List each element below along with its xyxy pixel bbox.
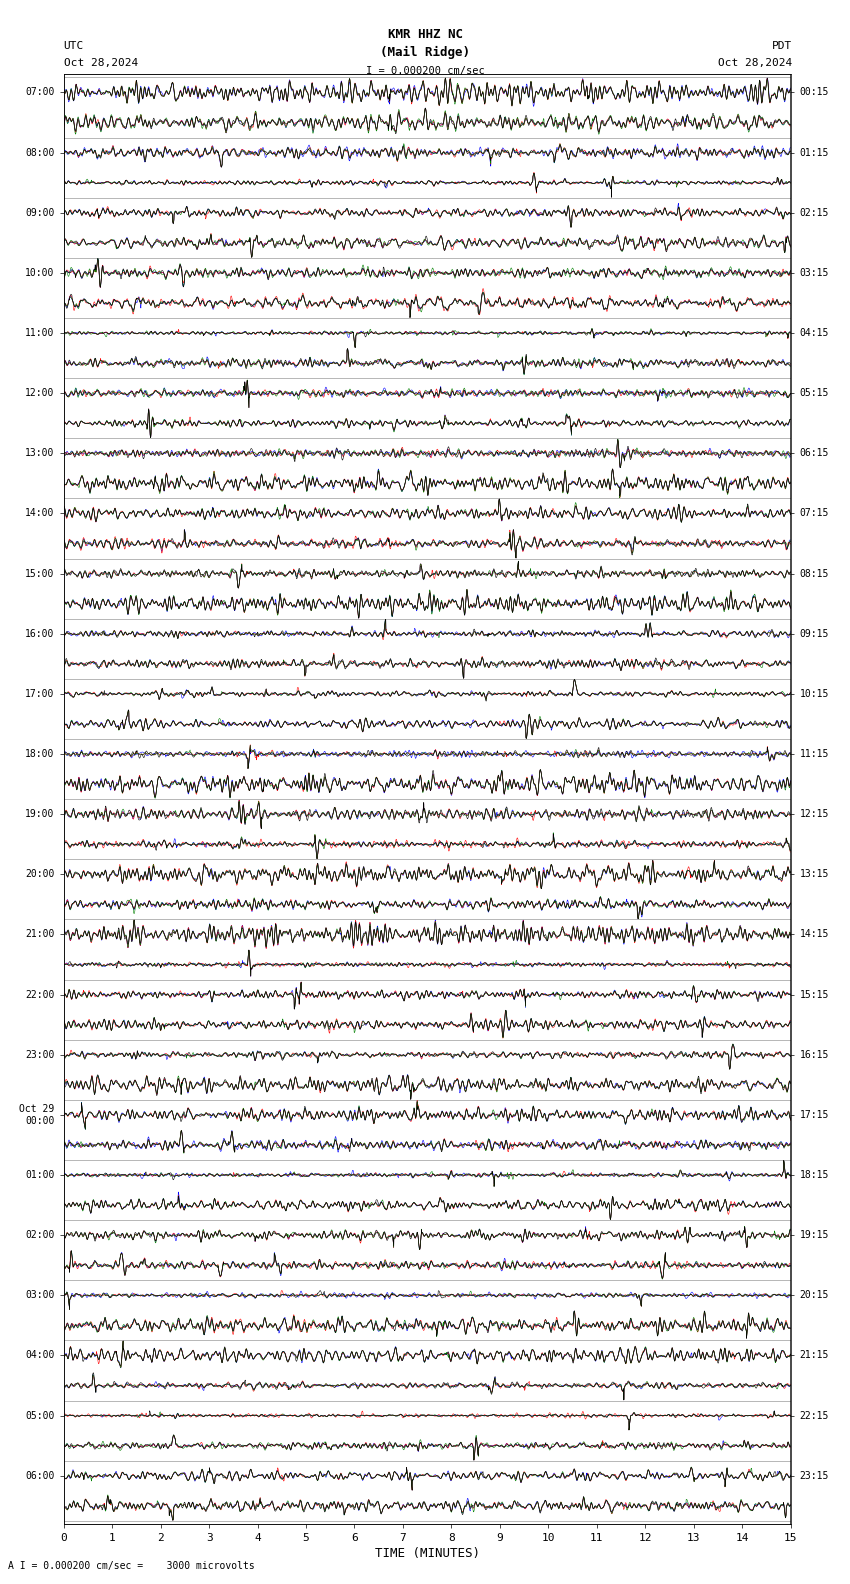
Text: (Mail Ridge): (Mail Ridge) [380,46,470,59]
Text: A I = 0.000200 cm/sec =    3000 microvolts: A I = 0.000200 cm/sec = 3000 microvolts [8,1562,255,1571]
Text: Oct 28,2024: Oct 28,2024 [64,59,138,68]
Text: UTC: UTC [64,41,84,51]
Text: I = 0.000200 cm/sec: I = 0.000200 cm/sec [366,67,484,76]
Text: Oct 28,2024: Oct 28,2024 [718,59,792,68]
X-axis label: TIME (MINUTES): TIME (MINUTES) [375,1548,479,1560]
Text: PDT: PDT [772,41,792,51]
Text: KMR HHZ NC: KMR HHZ NC [388,29,462,41]
